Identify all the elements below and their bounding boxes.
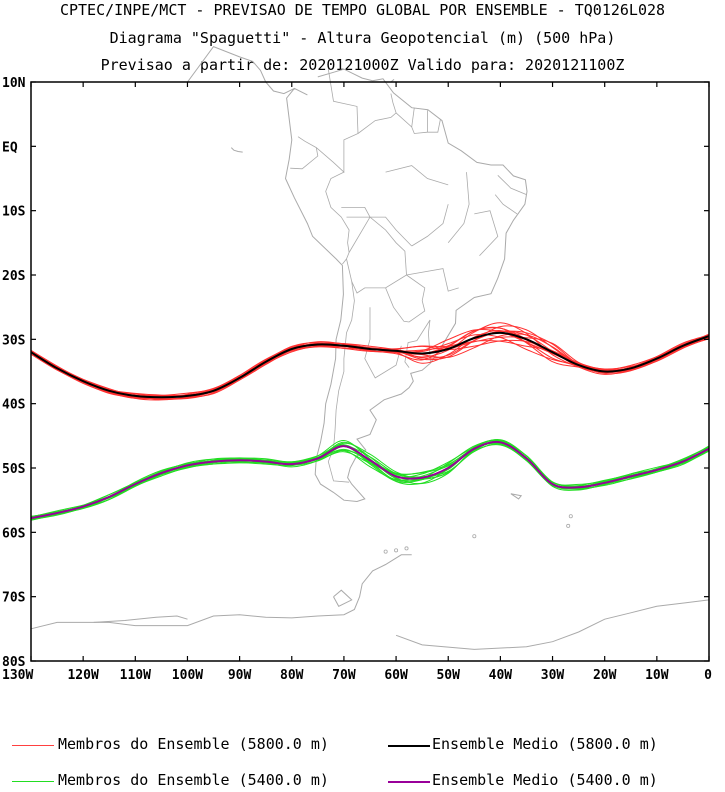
coastline-segment (93, 615, 188, 623)
legend-line-red (12, 745, 54, 746)
lat-label: 50S (2, 462, 26, 477)
ensemble-member-line (30, 441, 710, 519)
lon-label: 60W (384, 668, 408, 683)
lon-label: 70W (332, 668, 356, 683)
country-border (385, 274, 426, 323)
country-border (406, 268, 459, 292)
lon-label: 10W (645, 668, 669, 683)
ensemble-mean-line (30, 331, 710, 399)
country-border (325, 171, 350, 265)
country-border (357, 93, 397, 134)
island (394, 548, 399, 553)
coastline-segment (510, 493, 523, 500)
island (404, 546, 409, 551)
lon-label: 100W (172, 668, 203, 683)
lat-label: EQ (2, 140, 18, 155)
ensemble-member-line (30, 334, 710, 399)
ensemble-member-line (30, 330, 710, 401)
country-border (411, 107, 415, 128)
country-border (346, 216, 412, 247)
lat-label: 70S (2, 591, 26, 606)
country-border (395, 112, 441, 134)
country-border (341, 206, 371, 218)
lon-label: 130W (2, 668, 33, 683)
country-border (474, 210, 499, 256)
ensemble-member-line (30, 439, 710, 518)
country-border (290, 147, 319, 170)
lon-label: 30W (541, 668, 565, 683)
lon-label: 20W (593, 668, 617, 683)
title-line-3: Previsao a partir de: 2020121000Z Valido… (100, 56, 625, 74)
lon-label: 90W (228, 668, 252, 683)
island (383, 549, 388, 554)
lon-label: 0 (704, 668, 712, 683)
coastline-segment (333, 589, 353, 607)
lat-label: 30S (2, 333, 26, 348)
lat-label: 60S (2, 526, 26, 541)
country-border (327, 281, 355, 483)
country-border (364, 307, 402, 379)
title-line-2: Diagrama "Spaguetti" - Altura Geopotenci… (109, 29, 616, 47)
country-border (385, 165, 449, 186)
contour-layer (30, 322, 710, 521)
coastline-segment (30, 554, 412, 630)
lat-label: 40S (2, 398, 26, 413)
lat-label: 10S (2, 205, 26, 220)
coastline-segment (57, 45, 295, 95)
legend-line-black (388, 745, 430, 747)
legend-label-black-mean: Ensemble Medio (5800.0 m) (432, 735, 658, 753)
lat-label: 10N (2, 76, 26, 91)
island (472, 534, 477, 539)
legend-label-purple-mean: Ensemble Medio (5400.0 m) (432, 771, 658, 789)
coastline-segment (230, 147, 243, 153)
title-line-1: CPTEC/INPE/MCT - PREVISAO DE TEMPO GLOBA… (59, 1, 666, 19)
legend-line-purple (388, 781, 430, 783)
country-border (494, 194, 518, 215)
ensemble-member-line (30, 334, 710, 398)
ensemble-member-line (30, 335, 710, 399)
coastline-segment (284, 68, 528, 503)
lon-label: 120W (67, 668, 98, 683)
ensemble-member-line (30, 333, 710, 400)
coastline-layer (30, 45, 710, 650)
ensemble-mean-line (30, 440, 710, 520)
country-border (497, 175, 527, 195)
coastline-segment (395, 599, 710, 650)
country-border (404, 319, 431, 368)
country-border (346, 216, 407, 294)
lat-label: 80S (2, 655, 26, 670)
country-border (297, 69, 359, 174)
country-border (411, 204, 449, 247)
country-border (447, 172, 470, 244)
map-frame (30, 81, 710, 662)
ensemble-member-line (30, 330, 710, 397)
legend-label-red-members: Membros do Ensemble (5800.0 m) (58, 735, 329, 753)
island (566, 523, 571, 528)
ensemble-member-line (30, 332, 710, 400)
legend-label-green-members: Membros do Ensemble (5400.0 m) (58, 771, 329, 789)
lat-label: 20S (2, 269, 26, 284)
lon-label: 50W (436, 668, 460, 683)
ensemble-member-line (30, 333, 710, 398)
island (568, 514, 573, 519)
lon-label: 80W (280, 668, 304, 683)
lon-label: 110W (120, 668, 151, 683)
lon-label: 40W (489, 668, 513, 683)
legend-line-green (12, 781, 54, 782)
